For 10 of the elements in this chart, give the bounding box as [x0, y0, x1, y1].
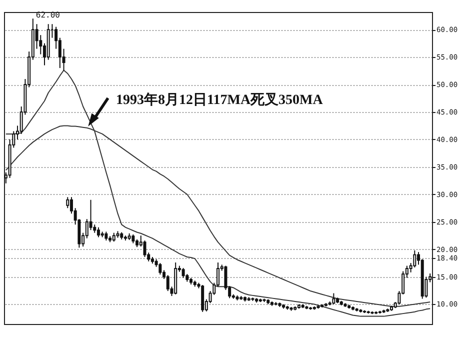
annotation: 1993年8月12日117MA死叉350MA: [116, 92, 324, 108]
candlestick: [166, 274, 170, 292]
annotation: 62.00: [36, 10, 60, 20]
candlestick: [96, 226, 100, 238]
candlestick: [201, 284, 204, 312]
line-series: [5, 70, 431, 317]
candlestick: [332, 292, 336, 305]
candlestick: [158, 262, 162, 276]
candlestick: [182, 267, 185, 278]
candlestick: [66, 196, 70, 209]
